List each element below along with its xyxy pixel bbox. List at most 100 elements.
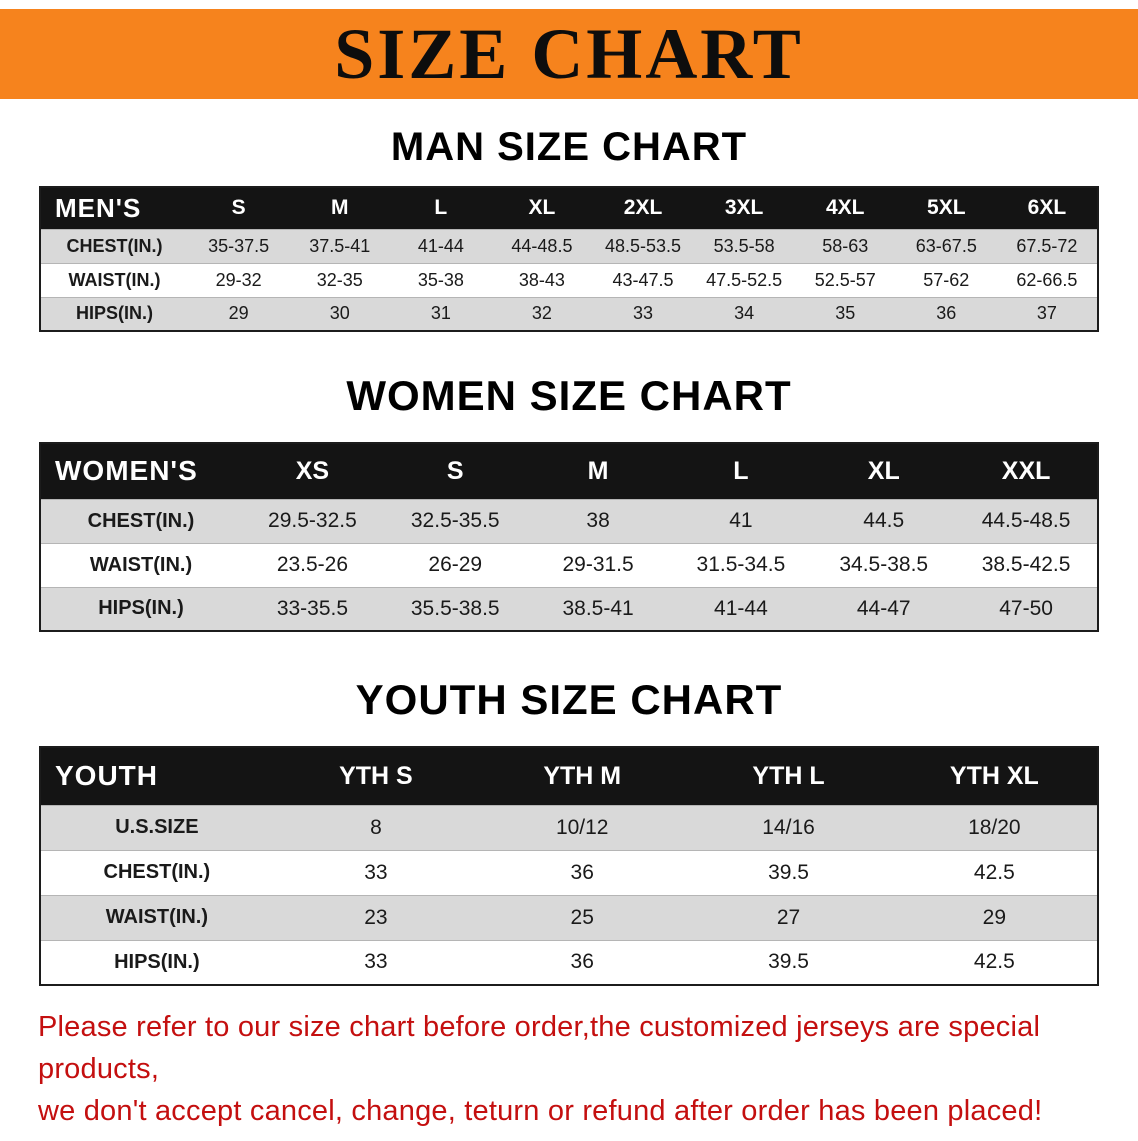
row-label: CHEST(IN.) [87,509,195,532]
table-cell: 47.5-52.5 [706,269,783,290]
row-label: U.S.SIZE [115,816,199,838]
column-header: 2XL [592,187,694,229]
table-row: WAIST(IN.) 29-32 32-35 35-38 38-43 43-47.5 47.… [40,263,1098,297]
table-cell: 29 [982,905,1007,929]
table-row: WAIST(IN.) 23.5-26 26-29 29-31.5 31.5-34.5 34… [40,543,1098,587]
table-cell: 44.5 [863,509,905,532]
table-cell: 41-44 [417,235,464,256]
table-cell: 32-35 [316,269,363,290]
size-chart-section: WOMEN SIZE CHART WOMEN'S XS S M L XL XXL CHEST(I… [0,372,1138,632]
table-cell: 47-50 [999,596,1053,620]
table-cell: 35-38 [417,269,464,290]
table-cell: 10/12 [555,815,609,839]
table-cell: 37.5-41 [309,235,371,256]
table-cell: 29-32 [215,269,262,290]
table-cell: 42.5 [973,860,1015,884]
header-row: YOUTH YTH S YTH M YTH L YTH XL [40,747,1098,805]
column-header: YTH L [685,747,892,805]
banner: SIZE CHART [0,9,1138,99]
sections-container: MAN SIZE CHART MEN'S S M L XL 2XL 3XL 4XL 5XL 6XL C… [0,125,1138,986]
column-header: M [289,187,391,229]
column-header: L [669,443,813,499]
column-header: 4XL [794,187,896,229]
table-row: CHEST(IN.) 33 36 39.5 42.5 [40,850,1098,895]
notice-line-2: we don't accept cancel, change, teturn o… [38,1095,1043,1128]
table-cell: 38 [586,509,610,532]
table-cell: 35.5-38.5 [410,596,500,620]
column-header: 5XL [895,187,997,229]
table-cell: 44-48.5 [511,235,573,256]
header-row: MEN'S S M L XL 2XL 3XL 4XL 5XL 6XL [40,187,1098,229]
size-table: WOMEN'S XS S M L XL XXL CHEST(IN.) 29.5-32.5 32.5… [39,442,1099,632]
column-header: XL [812,443,956,499]
page-title: SIZE CHART [334,14,804,94]
table-cell: 52.5-57 [814,269,876,290]
table-cell: 35-37.5 [208,235,270,256]
table-cell: 38.5-42.5 [981,553,1071,576]
table-row: U.S.SIZE 8 10/12 14/16 18/20 [40,805,1098,850]
table-cell: 62-66.5 [1016,269,1078,290]
table-cell: 33 [633,303,654,324]
header-row: WOMEN'S XS S M L XL XXL [40,443,1098,499]
table-cell: 41 [729,509,753,532]
size-chart-section: MAN SIZE CHART MEN'S S M L XL 2XL 3XL 4XL 5XL 6XL C… [0,125,1138,332]
table-cell: 53.5-58 [713,235,775,256]
column-header: 6XL [996,187,1098,229]
table-cell: 18/20 [968,815,1021,839]
table-row: HIPS(IN.) 29 30 31 32 33 34 35 36 37 [40,297,1098,331]
row-label: WAIST(IN.) [105,906,208,928]
table-cell: 63-67.5 [915,235,977,256]
table-cell: 33-35.5 [276,596,349,620]
footer-notice: Please refer to our size chart before or… [0,1006,1138,1132]
size-table: YOUTH YTH S YTH M YTH L YTH XL U.S.SIZE 8 10/12… [39,746,1099,986]
table-cell: 38.5-41 [562,596,634,620]
table-row: HIPS(IN.) 33 36 39.5 42.5 [40,940,1098,985]
table-cell: 42.5 [973,950,1015,974]
table-cell: 26-29 [428,553,483,576]
size-table: MEN'S S M L XL 2XL 3XL 4XL 5XL 6XL CHEST(IN.) 35-37… [39,186,1099,332]
table-row: WAIST(IN.) 23 25 27 29 [40,895,1098,940]
table-cell: 44.5-48.5 [981,509,1071,532]
table-cell: 25 [570,905,594,929]
table-cell: 23 [364,905,388,929]
table-corner-label: YOUTH [40,747,273,805]
table-cell: 30 [329,303,350,324]
column-header: XL [491,187,593,229]
table-corner-label: MEN'S [40,187,189,229]
column-header: S [383,443,527,499]
section-heading: YOUTH SIZE CHART [355,676,783,723]
table-row: CHEST(IN.) 35-37.5 37.5-41 41-44 44-48.5 48.5… [40,229,1098,263]
table-cell: 41-44 [714,596,768,620]
table-cell: 27 [776,905,801,929]
row-label: CHEST(IN.) [66,235,163,256]
table-cell: 34 [734,303,755,324]
table-cell: 29-31.5 [562,553,634,576]
table-cell: 36 [570,860,594,884]
table-cell: 23.5-26 [276,553,349,576]
row-label: HIPS(IN.) [114,950,200,973]
column-header: M [526,443,670,499]
table-cell: 34.5-38.5 [839,553,929,576]
row-label: CHEST(IN.) [103,861,211,883]
table-cell: 31 [430,303,451,324]
table-cell: 36 [936,303,957,324]
table-row: HIPS(IN.) 33-35.5 35.5-38.5 38.5-41 41-44 44-… [40,587,1098,631]
table-cell: 31.5-34.5 [696,553,786,576]
table-cell: 33 [364,950,388,974]
table-cell: 44-47 [856,596,911,620]
section-heading: MAN SIZE CHART [390,125,748,169]
column-header: L [390,187,492,229]
table-corner-label: WOMEN'S [40,443,242,499]
size-chart-section: YOUTH SIZE CHART YOUTH YTH S YTH M YTH L YTH … [0,676,1138,986]
row-label: HIPS(IN.) [98,597,184,620]
section-heading: WOMEN SIZE CHART [346,372,792,419]
row-label: WAIST(IN.) [68,269,161,290]
table-cell: 29.5-32.5 [268,509,357,532]
notice-line-1: Please refer to our size chart before or… [38,1011,1041,1086]
table-cell: 39.5 [768,860,809,884]
table-cell: 43-47.5 [612,269,674,290]
table-cell: 32.5-35.5 [410,509,500,532]
column-header: YTH S [272,747,480,805]
row-label: HIPS(IN.) [76,303,154,324]
row-label: WAIST(IN.) [89,553,193,576]
